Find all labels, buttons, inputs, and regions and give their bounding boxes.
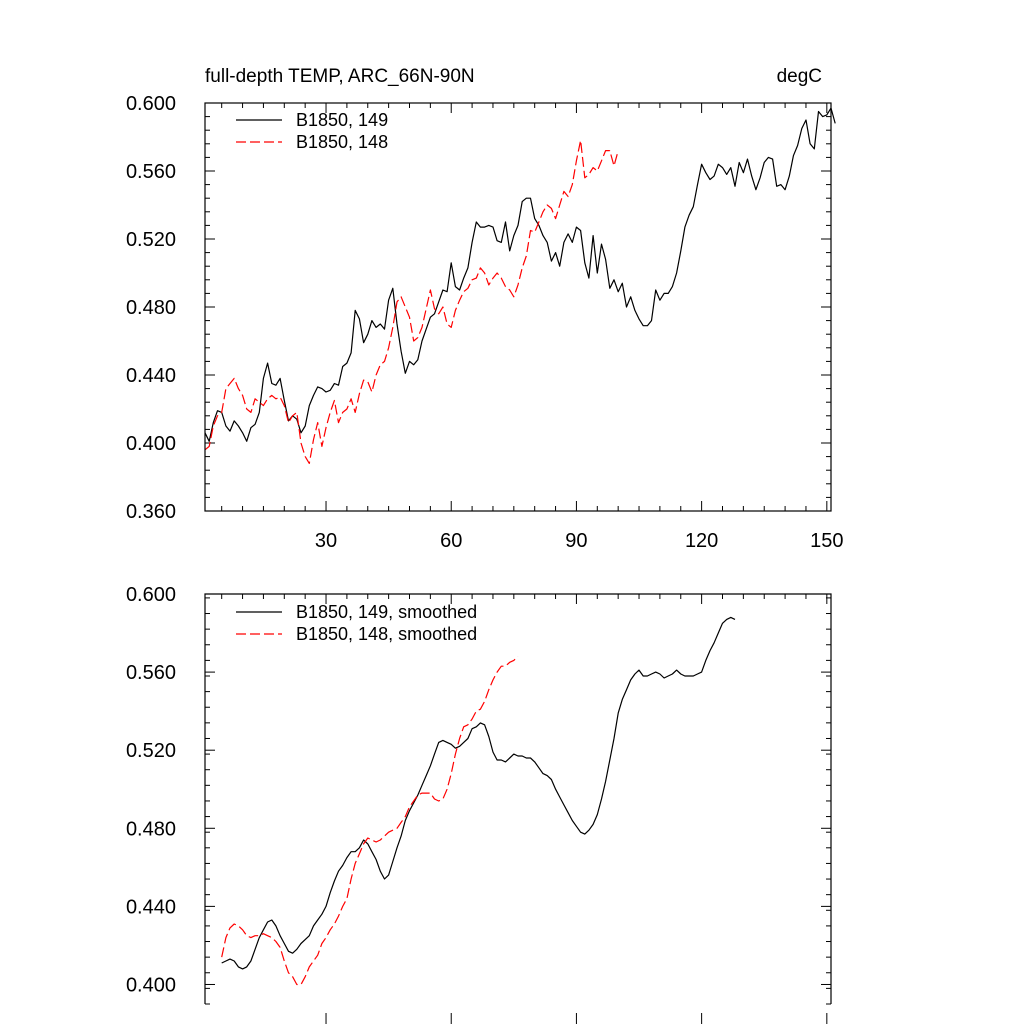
y-tick-label: 0.360 xyxy=(126,501,176,523)
y-tick-label: 0.440 xyxy=(126,896,176,918)
legend-label: B1850, 148 xyxy=(296,132,388,152)
x-tick-label: 30 xyxy=(315,530,337,552)
bottom-panel: 0.400 0.440 0.480 0.520 0.560 0.600 B1850, 14… xyxy=(126,584,832,1024)
bottom-panel-ticks: 0.400 0.440 0.480 0.520 0.560 0.600 xyxy=(126,584,831,1024)
y-tick-label: 0.400 xyxy=(126,433,176,455)
y-tick-label: 0.480 xyxy=(126,297,176,319)
y-tick-label: 0.480 xyxy=(126,818,176,840)
x-tick-label: 90 xyxy=(565,530,587,552)
y-tick-label: 0.440 xyxy=(126,365,176,387)
y-tick-label: 0.520 xyxy=(126,229,176,251)
y-tick-label: 0.400 xyxy=(126,974,176,996)
bottom-panel-series xyxy=(221,616,736,986)
y-tick-label: 0.560 xyxy=(126,662,176,684)
legend-label: B1850, 149, smoothed xyxy=(296,602,477,622)
legend-label: B1850, 148, smoothed xyxy=(296,624,477,644)
x-tick-label: 120 xyxy=(685,530,718,552)
top-panel-series xyxy=(204,107,836,464)
x-tick-label: 150 xyxy=(810,530,843,552)
top-panel-ticks: 30 60 90 120 150 0.360 0.400 0.440 0.480 0.520 0.5… xyxy=(126,93,844,552)
chart-title: full-depth TEMP, ARC_66N-90N xyxy=(205,66,475,87)
top-panel: 30 60 90 120 150 0.360 0.400 0.440 0.480 0.520 0.5… xyxy=(126,93,844,552)
top-plot-frame xyxy=(204,102,832,512)
y-tick-label: 0.560 xyxy=(126,161,176,183)
y-tick-label: 0.600 xyxy=(126,584,176,606)
series-line-black-solid xyxy=(221,616,736,970)
y-tick-label: 0.520 xyxy=(126,740,176,762)
series-line-red-dashed xyxy=(204,139,619,464)
legend-label: B1850, 149 xyxy=(296,110,388,130)
x-tick-label: 60 xyxy=(440,530,462,552)
units-label: degC xyxy=(777,66,822,87)
series-line-black-solid xyxy=(204,107,836,442)
bottom-plot-frame xyxy=(204,593,832,1004)
y-tick-label: 0.600 xyxy=(126,93,176,115)
